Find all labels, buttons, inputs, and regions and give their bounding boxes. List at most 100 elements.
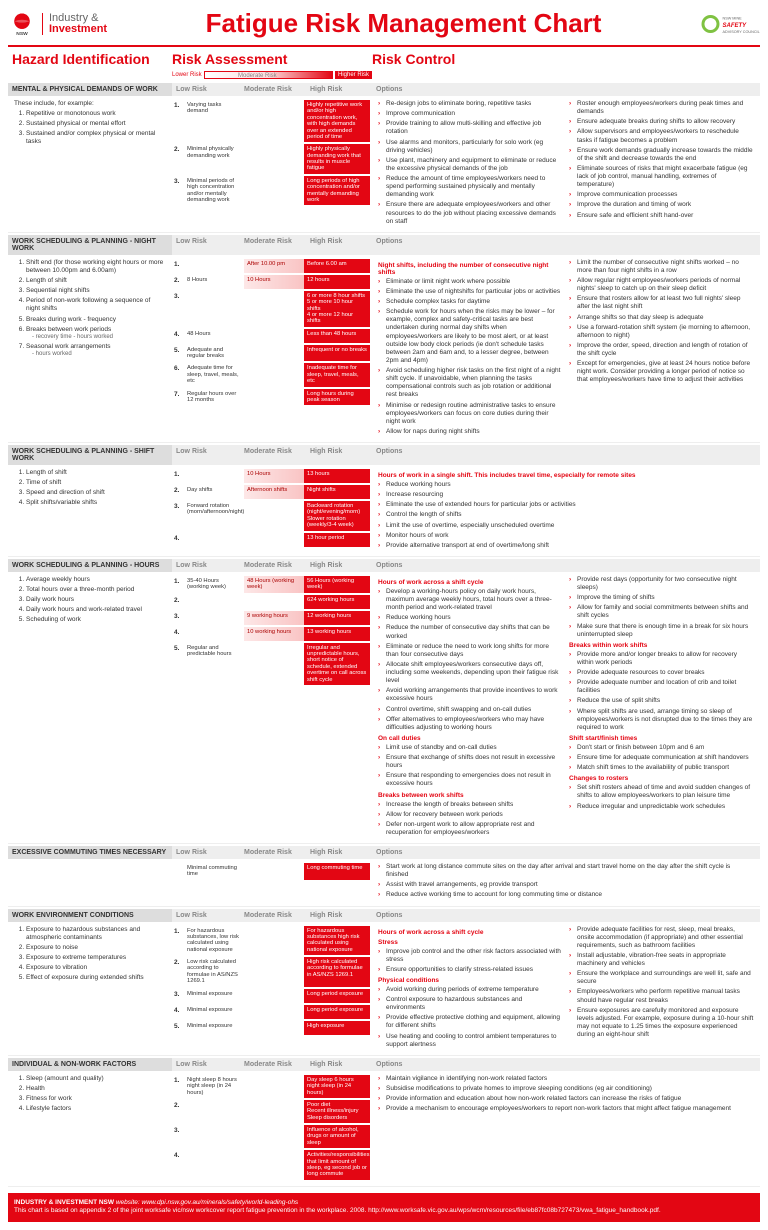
risk-control-col: Hours of work across a shift cycle Develo… [372, 572, 760, 843]
hi-list: Exposure to hazardous substances and atm… [14, 926, 166, 983]
ra-row: 5. Minimal exposure High exposure [174, 1021, 370, 1035]
ra-low [184, 1100, 244, 1123]
ra-row: 2. 624 working hours [174, 595, 370, 609]
ra-mod [244, 100, 304, 142]
ra-low: Adequate and regular breaks [184, 345, 244, 362]
ra-num: 5. [174, 1021, 184, 1035]
ra-high: 624 working hours [304, 595, 370, 609]
ra-low: Adequate time for sleep, travel, meals, … [184, 363, 244, 386]
category-name: WORK SCHEDULING & PLANNING - HOURS [8, 559, 172, 572]
col-options: Options [372, 235, 760, 255]
svg-text:NSW MINE: NSW MINE [723, 16, 743, 20]
ra-high: 13 working hours [304, 627, 370, 641]
ra-low [184, 291, 244, 327]
ra-mod [244, 389, 304, 406]
ra-num: 2. [174, 275, 184, 289]
risk-control-col: Start work at long distance commute site… [372, 859, 760, 906]
rc-item: Provide adequate facilities for rest, sl… [569, 926, 754, 950]
risk-assessment-col: 1. 35-40 Hours (working week) 48 Hours (… [172, 572, 372, 843]
hi-item: Breaks during work - frequency [26, 316, 166, 324]
category-name: EXCESSIVE COMMUTING TIMES NECESSARY [8, 846, 172, 859]
col-options: Options [372, 1058, 760, 1071]
rc-item: Arrange shifts so that day sleep is adeq… [569, 314, 754, 322]
hi-item: Average weekly hours [26, 576, 166, 584]
rc-left: Hours of work across a shift cycleStress… [378, 926, 563, 1051]
footer-website: website: www.dpi.nsw.gov.au/minerals/saf… [116, 1199, 298, 1206]
ra-num: 2. [174, 595, 184, 609]
col-high: High Risk [306, 559, 372, 572]
category-name: INDIVIDUAL & NON-WORK FACTORS [8, 1058, 172, 1071]
category: MENTAL & PHYSICAL DEMANDS OF WORK Low Ri… [8, 83, 760, 233]
rc-item: Provide alternative transport at end of … [378, 542, 754, 550]
category-body: Average weekly hoursTotal hours over a t… [8, 572, 760, 844]
ra-mod [244, 957, 304, 987]
ra-mod [244, 595, 304, 609]
col-mod: Moderate Risk [240, 1058, 306, 1071]
rc-item: Set shift rosters ahead of time and avoi… [569, 784, 754, 800]
ra-num: 1. [174, 576, 184, 593]
risk-control-col: Hours of work across a shift cycleStress… [372, 922, 760, 1055]
hi-list: Shift end (for those working eight hours… [14, 259, 166, 359]
ra-low: Varying tasks demand [184, 100, 244, 142]
ra-num: 2. [174, 485, 184, 499]
hi-sub: - recovery time - hours worked [26, 334, 166, 342]
ra-high: For hazardous substances high risk calcu… [304, 926, 370, 956]
rc-list: Limit use of standby and on-call dutiesE… [378, 744, 563, 789]
hi-item: Sequential night shifts [26, 287, 166, 295]
rc-list: Don't start or finish between 10pm and 6… [569, 744, 754, 772]
rc-item: Control the length of shifts [378, 511, 754, 519]
ra-low [184, 627, 244, 641]
ra-low: 35-40 Hours (working week) [184, 576, 244, 593]
col-high: High Risk [306, 846, 372, 859]
rc-item: Reduce the number of consecutive day shi… [378, 624, 563, 640]
ra-num: 4. [174, 1150, 184, 1180]
category-body: Length of shiftTime of shiftSpeed and di… [8, 465, 760, 557]
ra-row: 7. Regular hours over 12 months Long hou… [174, 389, 370, 406]
svg-text:SAFETY: SAFETY [723, 23, 748, 29]
rc-item: Use heating and cooling to control ambie… [378, 1033, 563, 1049]
org-line1: Industry & [49, 13, 107, 24]
ra-high: 13 hour period [304, 533, 370, 547]
rc-item: Avoid working arrangements that provide … [378, 687, 563, 703]
hi-item: Exposure to extreme temperatures [26, 954, 166, 962]
ra-high: 13 hours [304, 469, 370, 483]
rc-list: Maintain vigilance in identifying non-wo… [378, 1075, 754, 1114]
rc-item: Develop a working-hours policy on daily … [378, 588, 563, 612]
rc-item: Limit the use of overtime, especially un… [378, 522, 754, 530]
ra-num: 4. [174, 1005, 184, 1019]
hi-item: Shift end (for those working eight hours… [26, 259, 166, 275]
hi-list: Sleep (amount and quality)HealthFitness … [14, 1075, 166, 1114]
ra-mod: 10 Hours [244, 275, 304, 289]
rc-list: Provide rest days (opportunity for two c… [569, 576, 754, 639]
category: WORK SCHEDULING & PLANNING - NIGHT WORK … [8, 235, 760, 443]
category-name: MENTAL & PHYSICAL DEMANDS OF WORK [8, 83, 172, 96]
col-mod: Moderate Risk [240, 235, 306, 255]
hi-intro: These include, for example: [14, 100, 166, 107]
category-name: WORK ENVIRONMENT CONDITIONS [8, 909, 172, 922]
rc-right: Provide rest days (opportunity for two c… [569, 576, 754, 839]
hi-item: Daily work hours and work-related travel [26, 606, 166, 614]
ra-low: 48 Hours [184, 329, 244, 343]
org-line2: Investment [49, 24, 107, 35]
col-mod: Moderate Risk [240, 83, 306, 96]
hi-item: Daily work hours [26, 596, 166, 604]
category-head: WORK SCHEDULING & PLANNING - NIGHT WORK … [8, 235, 760, 255]
ra-mod [244, 1100, 304, 1123]
ra-row: 1. 35-40 Hours (working week) 48 Hours (… [174, 576, 370, 593]
hazard-id-col: Exposure to hazardous substances and atm… [8, 922, 172, 1055]
hi-list: Repetitive or monotonous workSustained p… [14, 110, 166, 147]
hi-item: Repetitive or monotonous work [26, 110, 166, 118]
section-headers: Hazard Identification Risk Assessment Ri… [8, 51, 760, 67]
hi-item: Health [26, 1085, 166, 1093]
ra-num: 3. [174, 1125, 184, 1148]
ra-row: Minimal commuting time Long commuting ti… [174, 863, 370, 880]
rc-item: Re-design jobs to eliminate boring, repe… [378, 100, 563, 108]
ra-high: Less than 48 hours [304, 329, 370, 343]
rc-item: Improve communication processes [569, 191, 754, 199]
ra-mod [244, 345, 304, 362]
ra-row: 1. Night sleep 8 hours night sleep (in 2… [174, 1075, 370, 1098]
rc-subhead: Hours of work across a shift cycle [378, 579, 563, 586]
rc-item: Improve the duration and timing of work [569, 201, 754, 209]
ra-num: 6. [174, 363, 184, 386]
risk-high-label: Higher Risk [335, 71, 372, 79]
